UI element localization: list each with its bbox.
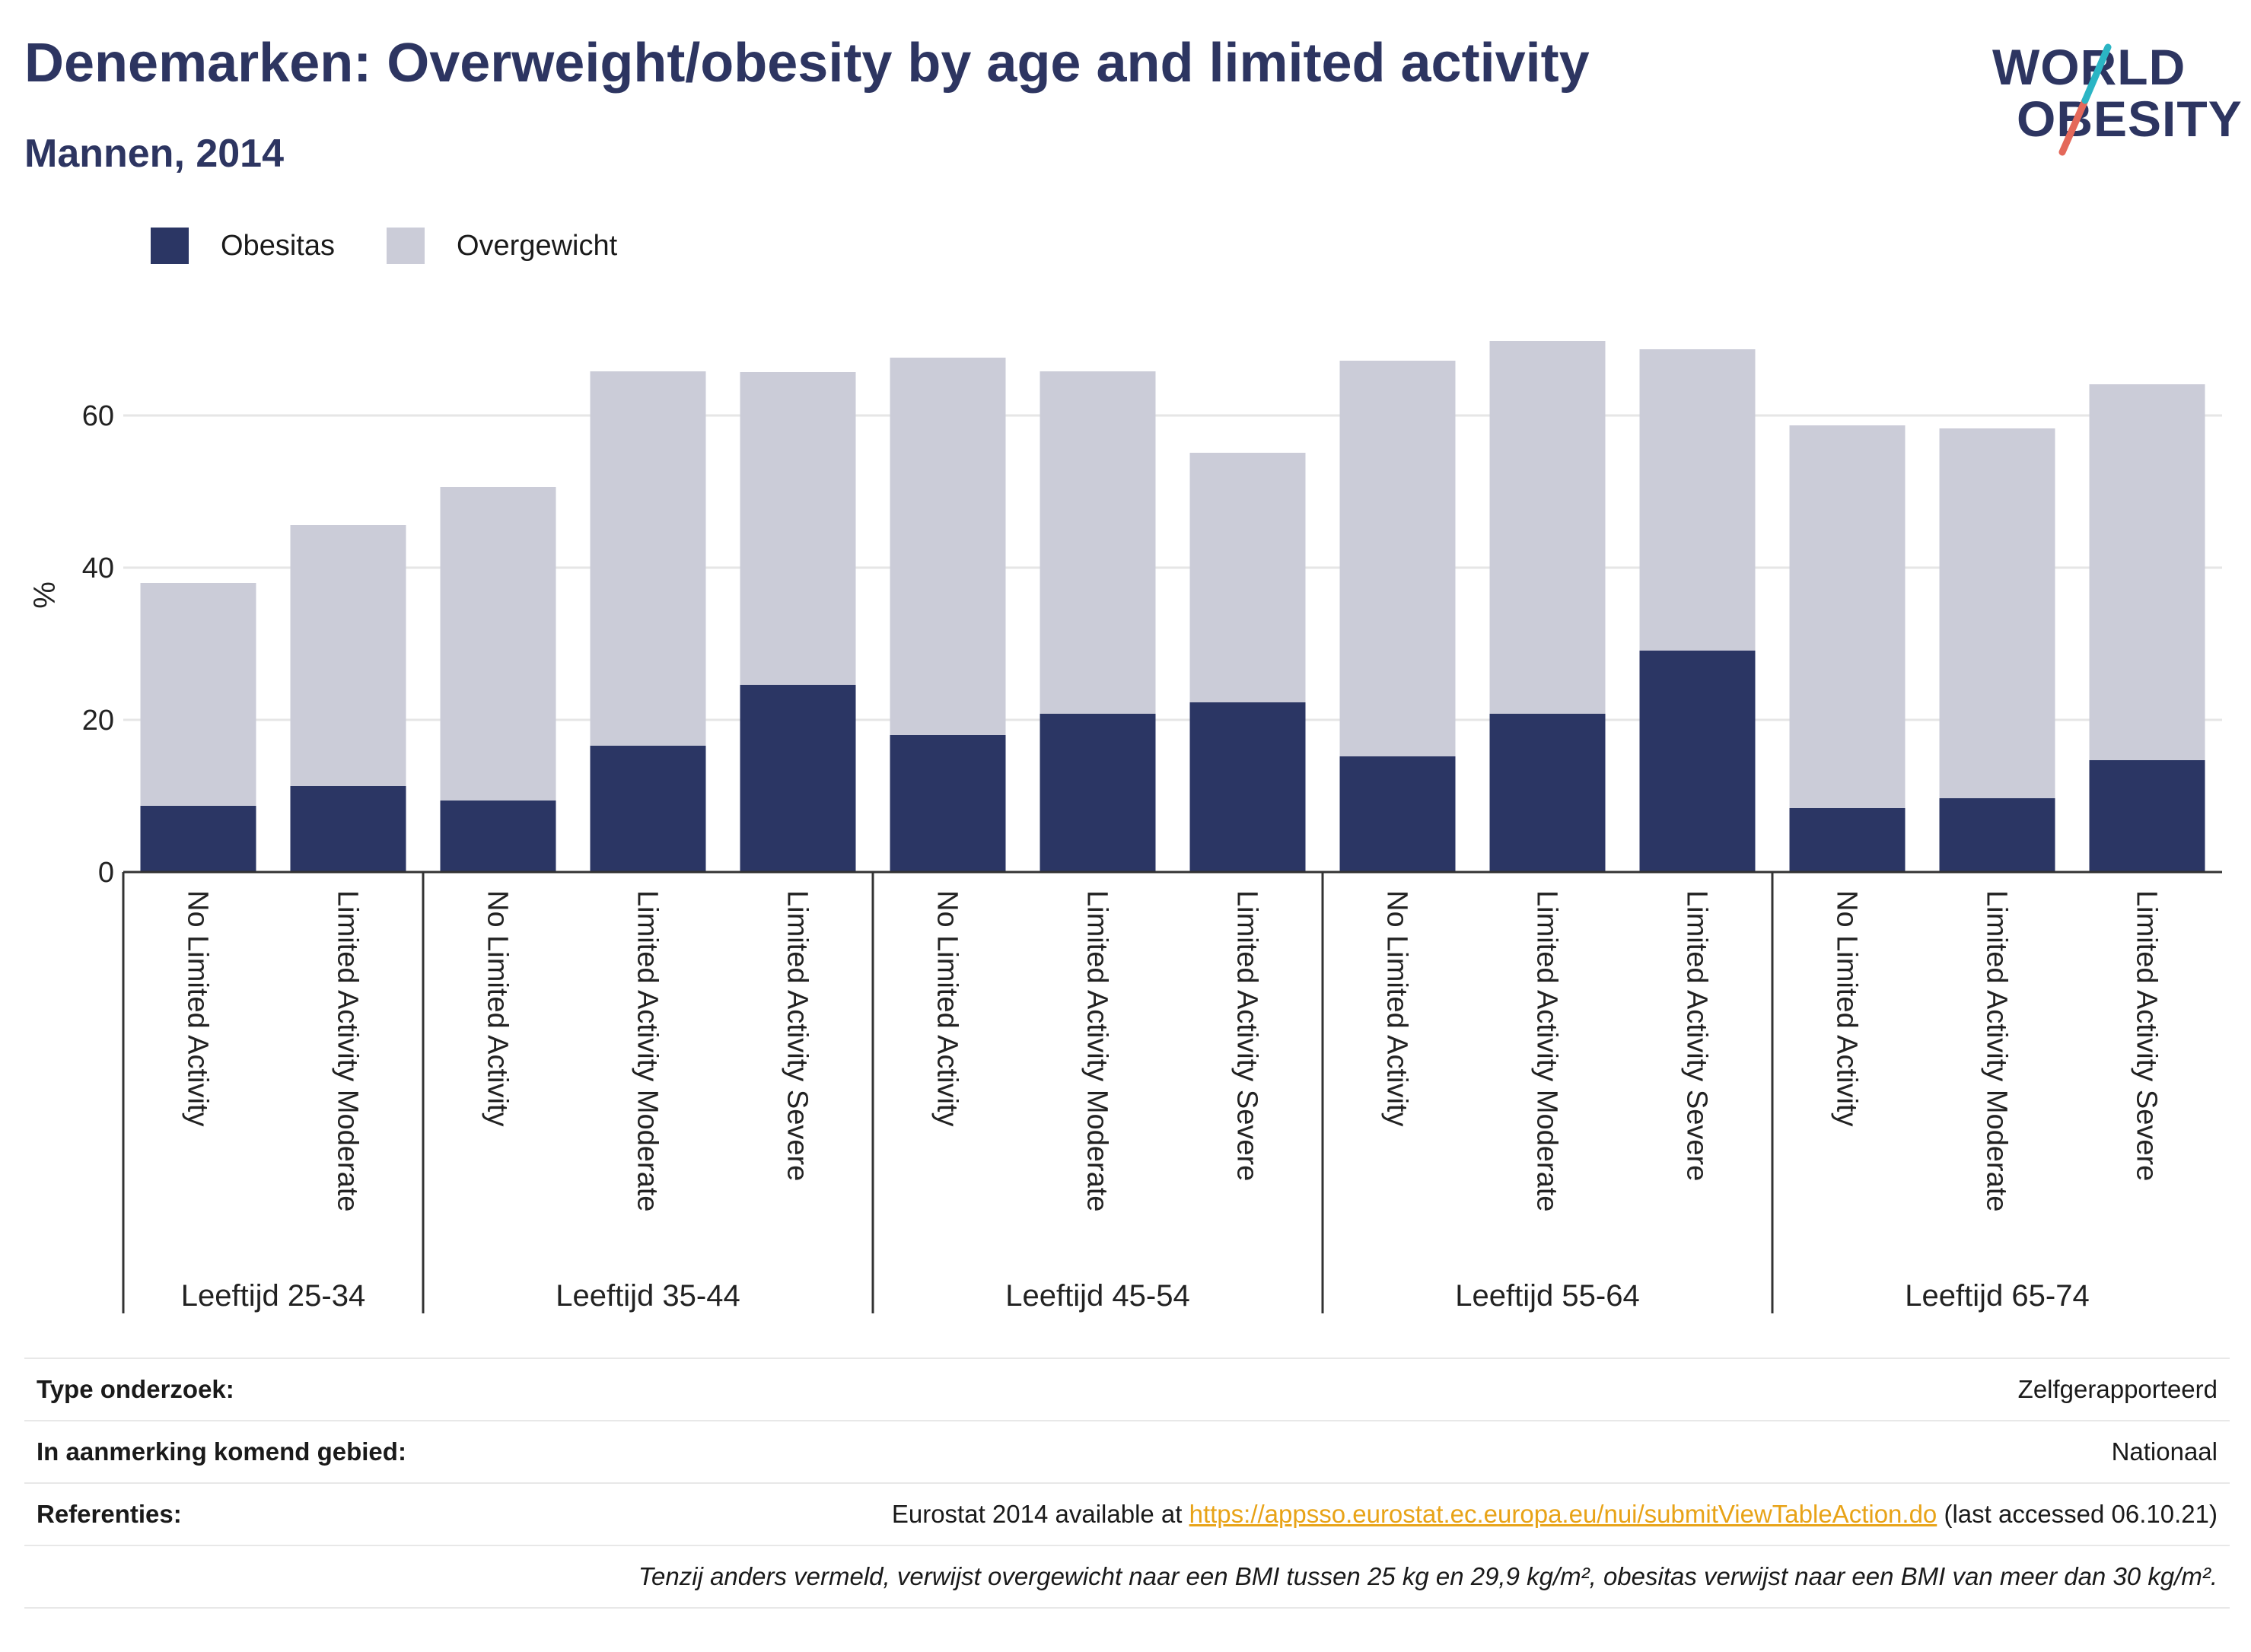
x-category-label: Limited Activity Severe (1231, 890, 1263, 1181)
y-tick-label: 60 (82, 400, 114, 432)
x-category-label: Limited Activity Severe (1681, 890, 1713, 1181)
bar-obesitas (1489, 714, 1606, 872)
meta-row-type: Type onderzoek: Zelfgerapporteerd (24, 1358, 2230, 1420)
bar-overgewicht (740, 372, 856, 685)
bar-chart: 0 20 40 60% No Limited Activity Limited Activ… (28, 341, 2222, 1313)
bar-overgewicht (1789, 425, 1906, 808)
y-axis-title: % (28, 581, 62, 609)
bar-overgewicht (1639, 349, 1756, 651)
x-category-label: No Limited Activity (182, 890, 214, 1126)
meta-ref-suffix: (last accessed 06.10.21) (1937, 1500, 2218, 1528)
x-category-label: Limited Activity Moderate (632, 890, 664, 1211)
x-category-label: Limited Activity Severe (2131, 890, 2163, 1181)
bar-obesitas (1339, 756, 1456, 872)
bar-overgewicht (590, 371, 706, 746)
meta-ref-prefix: Eurostat 2014 available at (891, 1500, 1189, 1528)
legend-swatch-obesitas (151, 228, 189, 264)
bar-obesitas (740, 685, 856, 872)
x-category-label: No Limited Activity (931, 890, 963, 1126)
bar-overgewicht (140, 583, 256, 806)
meta-row-references: Referenties: Eurostat 2014 available at … (24, 1482, 2230, 1545)
x-category-label: Limited Activity Moderate (1981, 890, 2013, 1211)
bar-overgewicht (290, 525, 406, 786)
legend-swatch-overgewicht (386, 228, 425, 264)
x-category-label: Limited Activity Moderate (332, 890, 364, 1211)
bar-overgewicht (1189, 453, 1306, 702)
x-category-label: Limited Activity Severe (782, 890, 813, 1181)
x-category-label: Limited Activity Moderate (1531, 890, 1563, 1211)
bar-obesitas (1939, 798, 2055, 872)
bar-obesitas (1040, 714, 1156, 872)
meta-ref-value: Eurostat 2014 available at https://appss… (892, 1500, 2218, 1529)
bar-obesitas (440, 801, 556, 872)
bar-obesitas (2089, 760, 2205, 872)
bar-overgewicht (440, 487, 556, 801)
meta-type-label: Type onderzoek: (37, 1375, 234, 1403)
legend-label-obesitas: Obesitas (221, 229, 335, 262)
x-group-label: Leeftijd 65-74 (1905, 1279, 2089, 1313)
meta-row-note: Tenzij anders vermeld, verwijst overgewi… (24, 1545, 2230, 1609)
meta-note: Tenzij anders vermeld, verwijst overgewi… (638, 1562, 2218, 1590)
x-category-label: Limited Activity Moderate (1081, 890, 1113, 1211)
logo-word-obesity: OBESITY (2017, 91, 2243, 147)
bar-overgewicht (1040, 371, 1156, 714)
bar-overgewicht (1339, 361, 1456, 756)
bar-overgewicht (890, 358, 1006, 735)
x-group-label: Leeftijd 35-44 (556, 1279, 740, 1313)
x-category-label: No Limited Activity (482, 890, 514, 1126)
bar-obesitas (1789, 808, 1906, 872)
x-group-label: Leeftijd 45-54 (1005, 1279, 1189, 1313)
y-tick-label: 0 (98, 857, 114, 889)
chart-subtitle: Mannen, 2014 (24, 132, 285, 176)
meta-area-value: Nationaal (2111, 1437, 2218, 1466)
bar-obesitas (140, 806, 256, 872)
meta-ref-label: Referenties: (37, 1500, 182, 1528)
x-group-label: Leeftijd 25-34 (181, 1279, 365, 1313)
chart-title: Denemarken: Overweight/obesity by age an… (24, 33, 1590, 94)
reference-link[interactable]: https://appsso.eurostat.ec.europa.eu/nui… (1189, 1500, 1937, 1528)
world-obesity-logo: WORLD OBESITY (1986, 30, 2242, 160)
bar-overgewicht (1489, 341, 1606, 714)
bar-obesitas (890, 735, 1006, 872)
x-category-label: No Limited Activity (1831, 890, 1863, 1126)
y-tick-label: 20 (82, 705, 114, 737)
bar-obesitas (290, 786, 406, 872)
meta-type-value: Zelfgerapporteerd (2017, 1375, 2218, 1403)
meta-row-area: In aanmerking komend gebied: Nationaal (24, 1420, 2230, 1482)
legend-label-overgewicht: Overgewicht (456, 229, 618, 262)
logo-slash-icon (2058, 43, 2112, 156)
bar-obesitas (1639, 651, 1756, 872)
x-category-label: No Limited Activity (1381, 890, 1413, 1126)
bar-obesitas (1189, 702, 1306, 872)
chart-legend: Obesitas Overgewicht (151, 227, 669, 265)
bar-overgewicht (2089, 384, 2205, 760)
bar-obesitas (590, 746, 706, 872)
metadata-table: Type onderzoek: Zelfgerapporteerd In aan… (24, 1358, 2230, 1609)
bar-overgewicht (1939, 428, 2055, 798)
meta-area-label: In aanmerking komend gebied: (37, 1437, 406, 1466)
y-tick-label: 40 (82, 552, 114, 584)
x-group-label: Leeftijd 55-64 (1455, 1279, 1639, 1313)
